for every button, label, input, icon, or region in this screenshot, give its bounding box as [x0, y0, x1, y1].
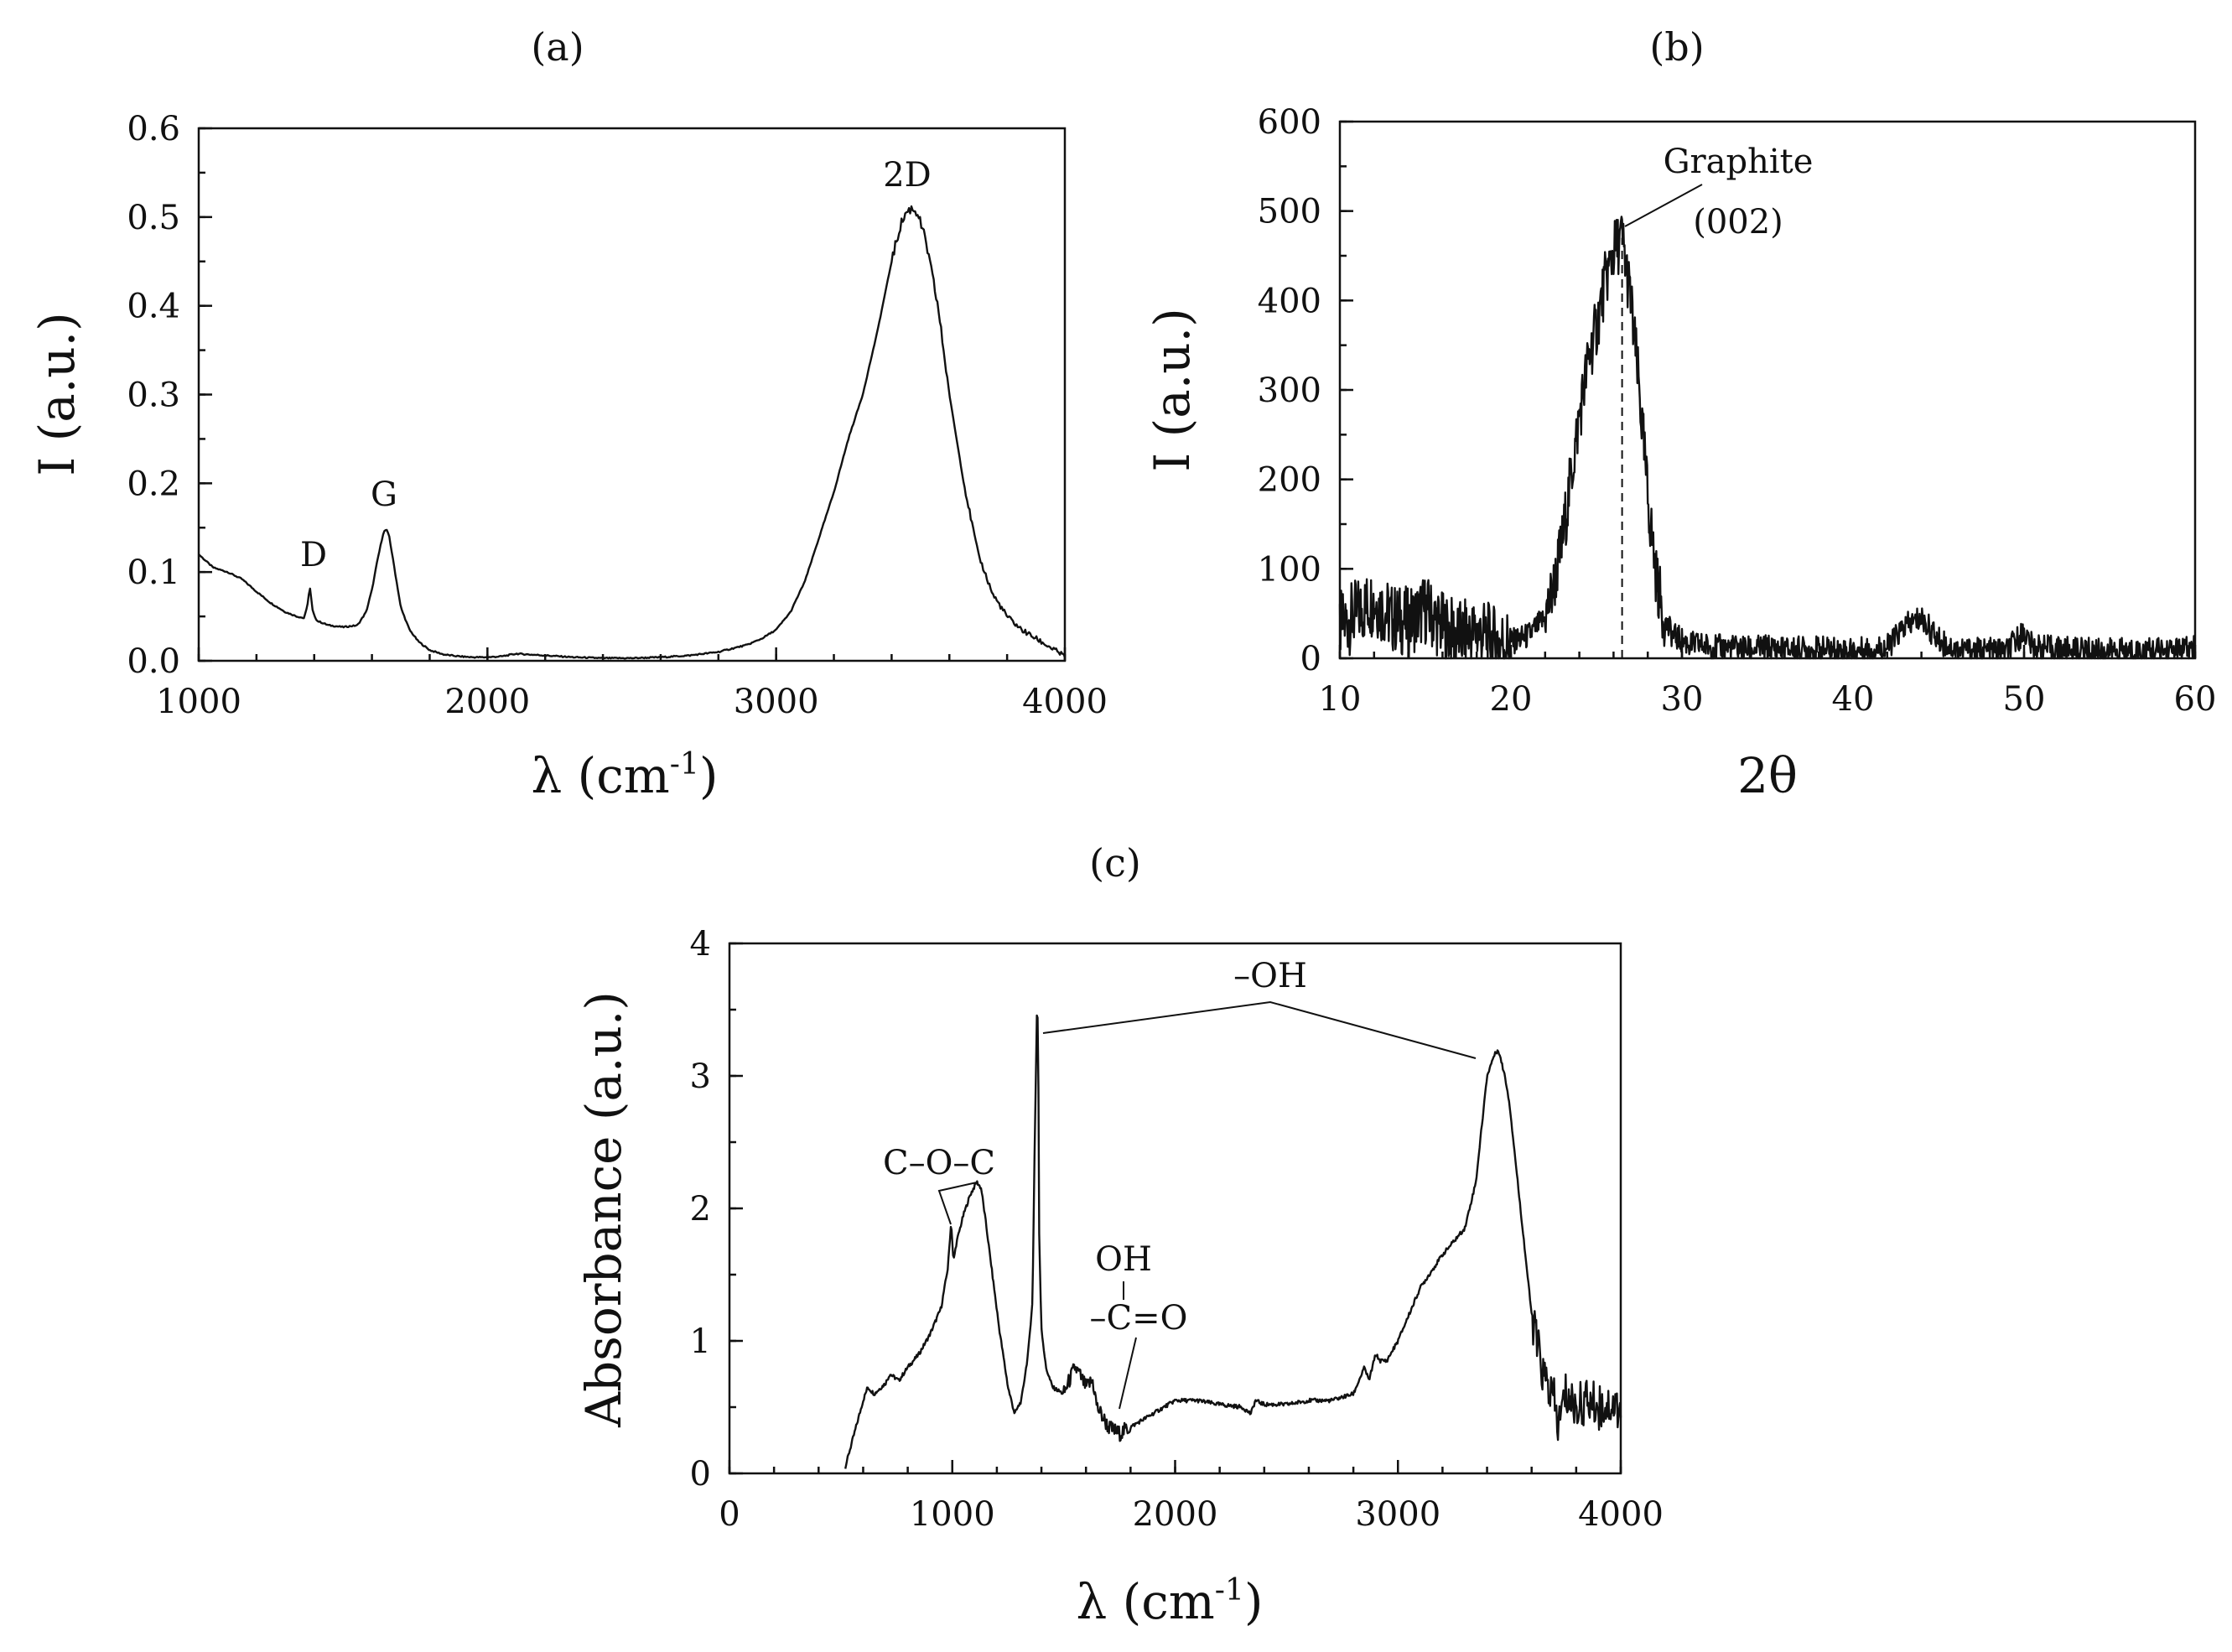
panel-c-carboxyl-oh-label: OH — [1095, 1240, 1152, 1279]
panel-a-peak-d-label: D — [300, 536, 327, 574]
x-tick-label: 10 — [1319, 680, 1362, 719]
y-tick-label: 2 — [690, 1190, 711, 1229]
panel-c-plot-frame — [728, 942, 1622, 1475]
y-tick-label: 0.1 — [127, 553, 180, 592]
x-tick-label: 40 — [1832, 680, 1875, 719]
panel-a-y-axis-title: I (a.u.) — [29, 312, 86, 475]
panel-a-raman-series-line — [198, 205, 1067, 660]
panel-c-x-axis-title: λ (cm-1) — [1076, 1573, 1263, 1630]
x-tick-label: 1000 — [910, 1495, 995, 1534]
y-tick-label: 600 — [1258, 103, 1321, 142]
panel-b-y-axis-title: I (a.u.) — [1144, 308, 1201, 471]
panel-b-graphite-label: Graphite — [1664, 143, 1814, 181]
y-tick-label: 4 — [690, 925, 711, 964]
panel-a-plot-frame — [197, 127, 1067, 662]
y-tick-label: 400 — [1258, 282, 1321, 320]
x-tick-label: 20 — [1490, 680, 1533, 719]
x-tick-label: 1000 — [156, 683, 241, 721]
x-tick-label: 2000 — [444, 683, 530, 721]
panel-a-x-axis-title-base: λ (cm — [531, 747, 669, 804]
panel-c-coc-leader-lines — [937, 1182, 978, 1225]
panel-b-label: (b) — [1649, 24, 1704, 70]
panel-a-peak-g-label: G — [371, 475, 397, 514]
y-tick-label: 300 — [1258, 371, 1321, 410]
y-tick-label: 0.4 — [127, 288, 180, 326]
panel-a-x-axis-title-close: ) — [699, 747, 719, 804]
panel-c-carboxyl-co-label: –C=O — [1090, 1299, 1188, 1338]
panel-a-raman-chart: (a) 1000 2000 3000 4000 0.0 0.1 0.2 0.3 0.4 0.5 0.… — [29, 24, 1108, 804]
y-tick-label: 1 — [690, 1322, 711, 1361]
panel-a-x-axis-title-sup: -1 — [670, 747, 699, 782]
panel-b-002-label: (002) — [1693, 203, 1783, 242]
panel-c-ticks — [728, 942, 1622, 1475]
y-tick-label: 500 — [1258, 193, 1321, 231]
y-tick-label: 0.0 — [127, 642, 180, 681]
y-tick-label: 0.2 — [127, 465, 180, 503]
panel-b-ticks — [1338, 120, 2197, 660]
panel-b-plot-frame — [1338, 120, 2197, 660]
panel-c-x-axis-title-close: ) — [1244, 1573, 1264, 1630]
y-tick-label: 100 — [1258, 550, 1321, 589]
x-tick-label: 3000 — [734, 683, 819, 721]
x-tick-label: 0 — [719, 1495, 740, 1534]
panel-c-ftir-series-line — [844, 1014, 1622, 1469]
panel-c-oh-leader-lines — [1042, 1000, 1477, 1059]
panel-c-label: (c) — [1089, 840, 1141, 886]
x-tick-label: 60 — [2174, 680, 2217, 719]
panel-c-carboxyl-leader-line — [1119, 1337, 1137, 1410]
x-tick-label: 50 — [2003, 680, 2046, 719]
y-tick-label: 200 — [1258, 461, 1321, 500]
panel-c-x-axis-title-base: λ (cm — [1076, 1573, 1214, 1630]
x-tick-label: 3000 — [1355, 1495, 1440, 1534]
y-tick-label: 0.3 — [127, 377, 180, 415]
panel-c-oh-label: –OH — [1233, 957, 1307, 995]
panel-b-xrd-series-line — [1338, 216, 2197, 660]
panel-a-x-axis-title: λ (cm-1) — [531, 747, 718, 804]
panel-a-ticks — [197, 127, 1067, 662]
y-tick-label: 0 — [1300, 640, 1321, 678]
y-tick-label: 3 — [690, 1057, 711, 1096]
panel-a-tick-labels: 1000 2000 3000 4000 0.0 0.1 0.2 0.3 0.4 0.5 0.6 — [127, 110, 1108, 721]
panel-a-label: (a) — [531, 24, 584, 70]
y-tick-label: 0.5 — [127, 199, 180, 237]
panel-c-x-axis-title-sup: -1 — [1215, 1573, 1244, 1608]
panel-c-y-axis-title: Absorbance (a.u.) — [575, 991, 632, 1428]
panel-a-peak-2d-label: 2D — [883, 156, 932, 195]
x-tick-label: 2000 — [1133, 1495, 1218, 1534]
x-tick-label: 30 — [1661, 680, 1704, 719]
y-tick-label: 0 — [690, 1455, 711, 1494]
x-tick-label: 4000 — [1578, 1495, 1664, 1534]
panel-b-x-axis-title: 2θ — [1737, 747, 1798, 804]
panel-b-graphite-leader-line — [1624, 184, 1703, 227]
x-tick-label: 4000 — [1022, 683, 1108, 721]
panel-c-coc-label: C–O–C — [883, 1144, 995, 1182]
panel-c-tick-labels: 0 1000 2000 3000 4000 0 1 2 3 4 — [690, 925, 1664, 1534]
y-tick-label: 0.6 — [127, 110, 180, 148]
